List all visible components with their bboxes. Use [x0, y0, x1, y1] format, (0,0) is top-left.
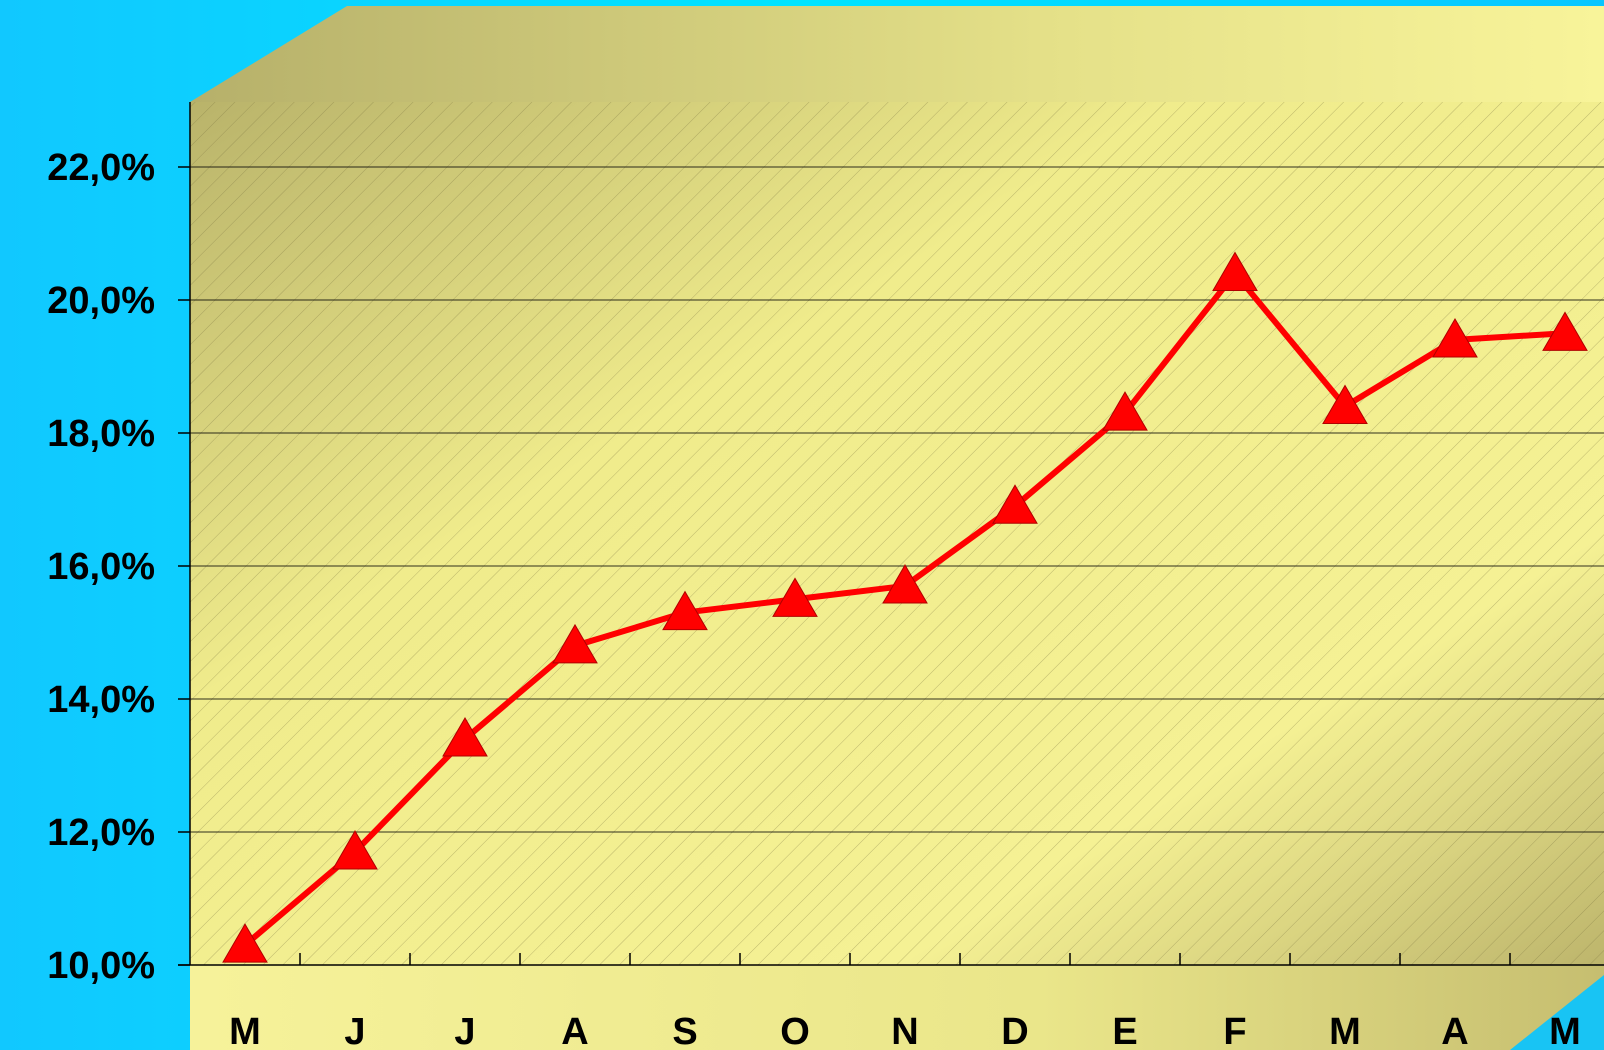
- data-point-marker: [552, 623, 598, 664]
- y-tick-labels: 10,0% 12,0% 14,0% 16,0% 18,0% 20,0% 22,0%: [47, 147, 155, 987]
- data-point-marker: [442, 717, 488, 757]
- x-tick-label: D: [1001, 1011, 1028, 1050]
- x-tick-label: F: [1223, 1011, 1246, 1050]
- data-point-marker: [1102, 391, 1148, 431]
- x-tick-label: S: [672, 1011, 697, 1050]
- data-point-marker: [1212, 251, 1258, 291]
- y-tick-label: 20,0%: [47, 280, 155, 322]
- data-point-marker: [882, 564, 928, 604]
- x-tick-label: M: [1549, 1011, 1581, 1050]
- y-tick-label: 18,0%: [47, 413, 155, 455]
- plot-hatch: [190, 102, 1604, 965]
- data-point-marker: [992, 484, 1038, 524]
- data-point-marker: [1542, 311, 1588, 351]
- data-point-marker: [1432, 318, 1478, 358]
- x-tick-label: A: [561, 1011, 588, 1050]
- data-point-marker: [662, 590, 708, 631]
- data-point-marker: [222, 923, 268, 963]
- data-point-marker: [332, 830, 378, 870]
- y-tick-label: 14,0%: [47, 679, 155, 721]
- x-tick-label: J: [344, 1011, 365, 1050]
- plot-floor: [190, 965, 1604, 1050]
- x-tick-label: N: [891, 1011, 918, 1050]
- data-point-marker: [772, 577, 818, 617]
- x-tick-label: J: [454, 1011, 475, 1050]
- y-tick-label: 22,0%: [47, 147, 155, 189]
- x-tick-label: O: [780, 1011, 810, 1050]
- x-tick-label: M: [1329, 1011, 1361, 1050]
- y-tick-label: 12,0%: [47, 812, 155, 854]
- data-point-marker: [1322, 384, 1368, 424]
- plot-top-face: [190, 6, 1604, 102]
- axes: [178, 102, 1604, 966]
- data-series: [222, 251, 1588, 963]
- x-tick-label: A: [1441, 1011, 1468, 1050]
- floor-corner: [1510, 975, 1604, 1050]
- x-tick-label: M: [229, 1011, 261, 1050]
- y-tick-label: 16,0%: [47, 546, 155, 588]
- x-tick-label: E: [1112, 1011, 1137, 1050]
- y-tick-label: 10,0%: [47, 945, 155, 987]
- gridlines: [190, 166, 1604, 833]
